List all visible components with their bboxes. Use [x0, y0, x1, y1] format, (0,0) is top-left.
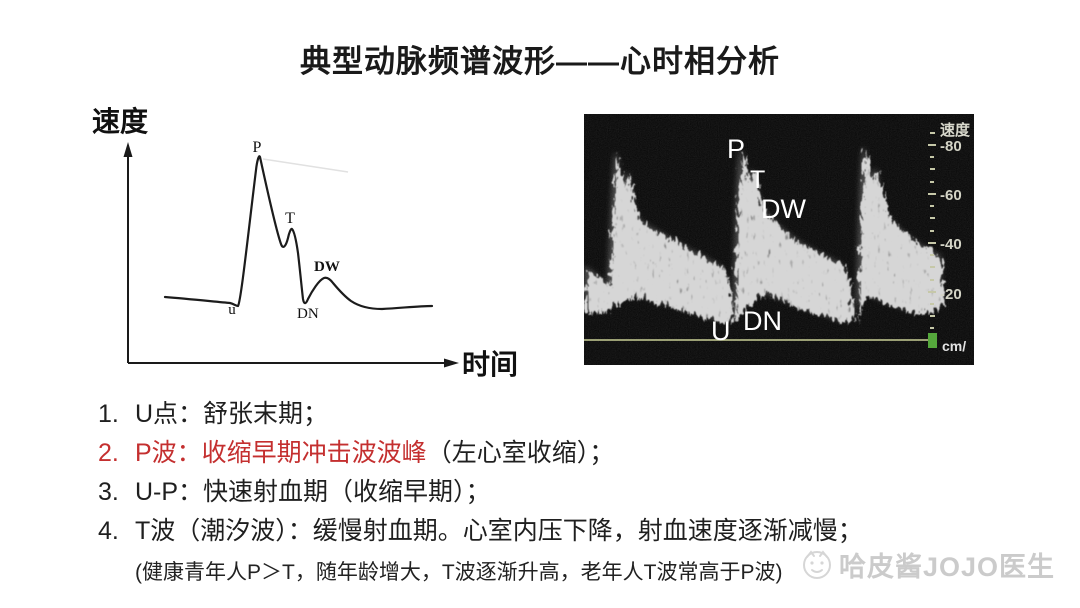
- u-label: u: [228, 302, 236, 318]
- item-text-highlight: P波：收缩早期冲击波波峰: [135, 439, 427, 467]
- item-text: U-P：快速射血期（收缩早期）；: [135, 478, 491, 506]
- list-item-4: 4. T波（潮汐波）：缓慢射血期。心室内压下降，射血速度逐渐减慢；: [98, 515, 1038, 554]
- p-wave-label: P: [727, 134, 745, 164]
- scale-title: 速度: [940, 121, 971, 139]
- page-title: 典型动脉频谱波形——心时相分析: [300, 44, 780, 79]
- item-text-rest: （左心室收缩）；: [426, 439, 615, 467]
- scale-ticks: [928, 132, 936, 329]
- list-item-3: 3. U-P：快速射血期（收缩早期）；: [98, 476, 1038, 515]
- schematic-waveform-curve: [163, 155, 434, 311]
- item-number: 3.: [98, 478, 119, 506]
- y-axis-label: 速度: [92, 106, 148, 137]
- p-label: P: [253, 139, 262, 156]
- unit-label: cm/: [942, 338, 966, 354]
- watermark-text: 哈皮酱JOJO医生: [839, 552, 1056, 582]
- wave-labels: P T DW U DN: [711, 134, 806, 346]
- list-item-2: 2. P波：收缩早期冲击波波峰（左心室收缩）；: [98, 437, 1038, 476]
- waveform-schematic-svg: 速度 时间 P T DW DN u: [92, 106, 518, 380]
- watermark-logo-icon: [803, 549, 831, 579]
- u-wave-label: U: [711, 316, 731, 346]
- analysis-list: 1. U点：舒张末期； 2. P波：收缩早期冲击波波峰（左心室收缩）； 3. U…: [98, 398, 1038, 586]
- t-label: T: [285, 210, 295, 227]
- tick-80: -80: [940, 138, 962, 155]
- doppler-ultrasound-image: 速度 -80 -60 -40 -20 cm/ P T DW U DN: [584, 114, 974, 365]
- item-text: P波：收缩早期冲击波波峰（左心室收缩）；: [135, 437, 614, 470]
- doppler-svg: 速度 -80 -60 -40 -20 cm/ P T DW U DN: [584, 114, 974, 365]
- dw-label: DW: [314, 259, 340, 275]
- axes: [123, 142, 459, 368]
- item-text: U点：舒张末期；: [135, 400, 329, 428]
- tick-40: -40: [940, 236, 962, 253]
- waveform-schematic-diagram: 速度 时间 P T DW DN u: [80, 95, 520, 385]
- dn-label: DN: [297, 306, 319, 322]
- point-labels: P T DW DN u: [228, 139, 340, 322]
- item-number: 1.: [98, 400, 119, 428]
- item-number: 4.: [98, 517, 119, 545]
- tick-20: -20: [940, 286, 962, 303]
- dw-wave-label: DW: [761, 194, 806, 224]
- velocity-scale: 速度 -80 -60 -40 -20 cm/: [928, 121, 971, 354]
- item-text: T波（潮汐波）：缓慢射血期。心室内压下降，射血速度逐渐减慢；: [135, 517, 863, 545]
- dn-wave-label: DN: [743, 306, 782, 336]
- faint-artifact-line: [262, 158, 349, 173]
- item-number: 2.: [98, 439, 119, 467]
- list-note: (健康青年人P＞T，随年龄增大，T波逐渐升高，老年人T波常高于P波): [135, 561, 783, 584]
- list-item-1: 1. U点：舒张末期；: [98, 398, 1038, 437]
- tick-60: -60: [940, 187, 962, 204]
- t-wave-label: T: [750, 166, 765, 194]
- watermark: 哈皮酱JOJO医生: [800, 545, 1055, 584]
- x-axis-label: 时间: [462, 349, 518, 380]
- baseline-marker-green: [928, 333, 937, 348]
